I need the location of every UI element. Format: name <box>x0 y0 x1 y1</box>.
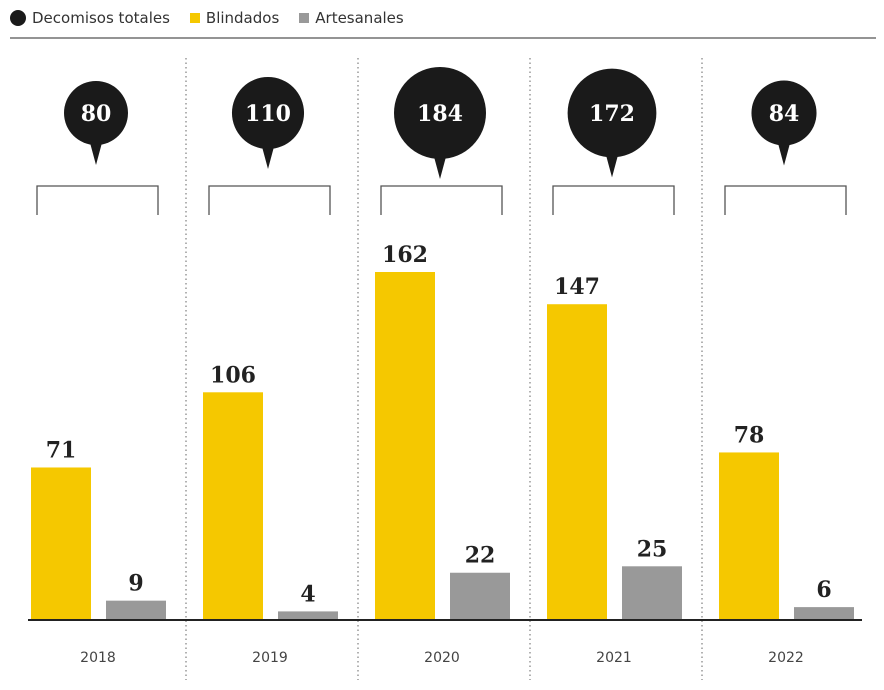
year-label-2019: 2019 <box>252 650 288 666</box>
legend-swatch-blindados <box>189 13 200 23</box>
value-label-blindados-2022: 78 <box>734 422 765 448</box>
bar-blindados-2022 <box>719 452 779 620</box>
total-bubble-2019 <box>231 76 305 150</box>
total-label-2020: 184 <box>417 101 463 127</box>
total-bracket-2020 <box>380 185 503 215</box>
bar-artesanales-2020 <box>450 572 510 620</box>
value-label-blindados-2018: 71 <box>46 437 77 463</box>
bar-artesanales-2021 <box>622 566 682 620</box>
total-bubble-pointer-2022 <box>777 139 791 166</box>
chart-legend: Decomisos totales Blindados Artesanales <box>10 4 404 32</box>
bar-artesanales-2022 <box>794 607 854 620</box>
legend-label-blindados: Blindados <box>205 9 280 27</box>
legend-label-total: Decomisos totales <box>32 9 170 27</box>
total-bubble-pointer-2020 <box>433 153 447 179</box>
year-label-2022: 2022 <box>768 650 804 666</box>
total-bubble-2022 <box>751 80 817 146</box>
total-bubble-2020 <box>394 67 486 159</box>
bar-blindados-2021 <box>547 304 607 620</box>
total-label-2018: 80 <box>81 101 112 127</box>
value-label-artesanales-2022: 6 <box>816 577 831 603</box>
legend-item-artesanales: Artesanales <box>299 9 404 27</box>
total-bracket-2018 <box>36 185 159 215</box>
total-label-2019: 110 <box>245 101 291 127</box>
bar-blindados-2018 <box>31 467 91 620</box>
total-label-2022: 84 <box>769 101 800 127</box>
total-bubble-pointer-2021 <box>605 151 619 178</box>
legend-swatch-artesanales <box>299 13 310 23</box>
total-bubble-2021 <box>567 68 657 158</box>
total-bubble-pointer-2018 <box>89 139 103 165</box>
legend-item-blindados: Blindados <box>189 9 280 27</box>
year-label-2020: 2020 <box>424 650 460 666</box>
value-label-artesanales-2019: 4 <box>300 581 315 607</box>
total-bracket-2022 <box>724 185 847 215</box>
legend-label-artesanales: Artesanales <box>315 9 404 27</box>
value-label-artesanales-2018: 9 <box>128 571 143 597</box>
bar-blindados-2019 <box>203 392 263 620</box>
value-label-blindados-2021: 147 <box>554 274 600 300</box>
value-label-artesanales-2020: 22 <box>465 543 496 569</box>
legend-item-total: Decomisos totales <box>10 9 170 27</box>
value-label-blindados-2020: 162 <box>382 242 428 268</box>
bar-artesanales-2018 <box>106 600 166 620</box>
legend-swatch-total <box>10 10 26 26</box>
bar-artesanales-2019 <box>278 611 338 620</box>
total-label-2021: 172 <box>589 101 635 127</box>
value-label-blindados-2019: 106 <box>210 362 256 388</box>
year-label-2018: 2018 <box>80 650 116 666</box>
total-bubble-pointer-2019 <box>261 143 275 170</box>
total-bracket-2021 <box>552 185 675 215</box>
year-label-2021: 2021 <box>596 650 632 666</box>
total-bracket-2019 <box>208 185 331 215</box>
total-bubble-2018 <box>64 81 128 145</box>
value-label-artesanales-2021: 25 <box>637 536 668 562</box>
bar-blindados-2020 <box>375 272 435 620</box>
